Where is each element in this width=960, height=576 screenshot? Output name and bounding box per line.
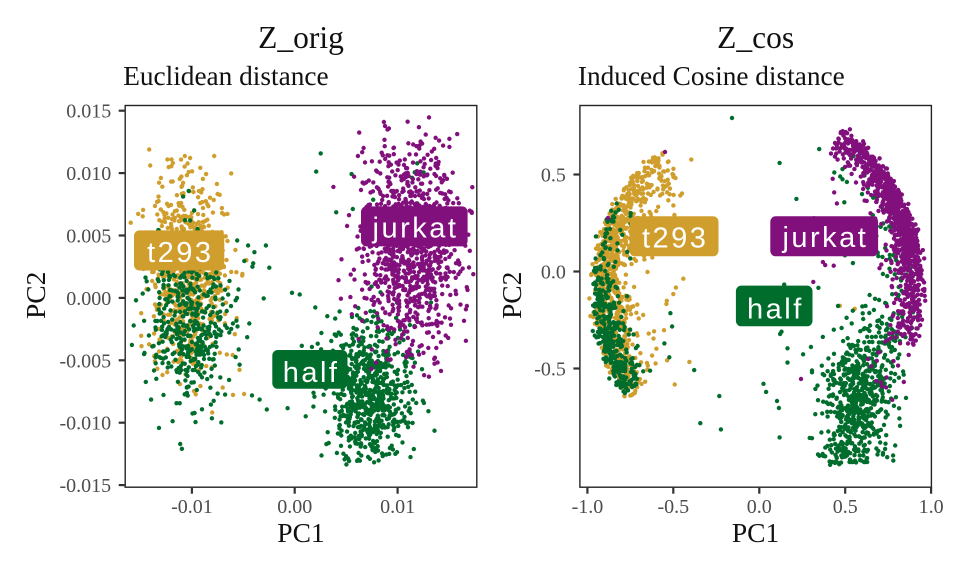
svg-text:-0.01: -0.01 (171, 496, 213, 518)
svg-text:1.0: 1.0 (919, 496, 944, 518)
svg-text:Z_orig: Z_orig (258, 20, 344, 55)
svg-text:jurkat: jurkat (372, 212, 459, 244)
svg-text:-0.010: -0.010 (60, 413, 112, 435)
svg-text:half: half (283, 357, 340, 389)
svg-text:0.005: 0.005 (66, 226, 111, 248)
svg-text:0.000: 0.000 (66, 288, 111, 310)
svg-text:Euclidean distance: Euclidean distance (123, 61, 328, 91)
svg-text:-0.5: -0.5 (534, 359, 566, 381)
svg-text:t293: t293 (147, 237, 213, 269)
svg-text:Induced Cosine distance: Induced Cosine distance (578, 61, 845, 91)
svg-text:-0.5: -0.5 (657, 496, 689, 518)
svg-text:0.010: 0.010 (66, 163, 111, 185)
svg-text:half: half (747, 294, 804, 326)
svg-text:jurkat: jurkat (781, 222, 868, 254)
svg-text:0.0: 0.0 (541, 262, 566, 284)
svg-text:-1.0: -1.0 (572, 496, 604, 518)
svg-text:PC1: PC1 (277, 517, 324, 548)
svg-text:0.01: 0.01 (380, 496, 415, 518)
svg-text:0.5: 0.5 (833, 496, 858, 518)
svg-text:Z_cos: Z_cos (717, 20, 794, 55)
svg-text:PC2: PC2 (496, 272, 527, 319)
svg-text:-0.015: -0.015 (60, 475, 112, 497)
svg-text:PC2: PC2 (20, 272, 51, 319)
svg-text:0.5: 0.5 (541, 165, 566, 187)
svg-text:PC1: PC1 (732, 517, 779, 548)
svg-text:0.0: 0.0 (747, 496, 772, 518)
svg-text:t293: t293 (642, 223, 708, 255)
svg-text:-0.005: -0.005 (60, 350, 112, 372)
svg-text:0.015: 0.015 (66, 101, 111, 123)
svg-text:0.00: 0.00 (277, 496, 312, 518)
